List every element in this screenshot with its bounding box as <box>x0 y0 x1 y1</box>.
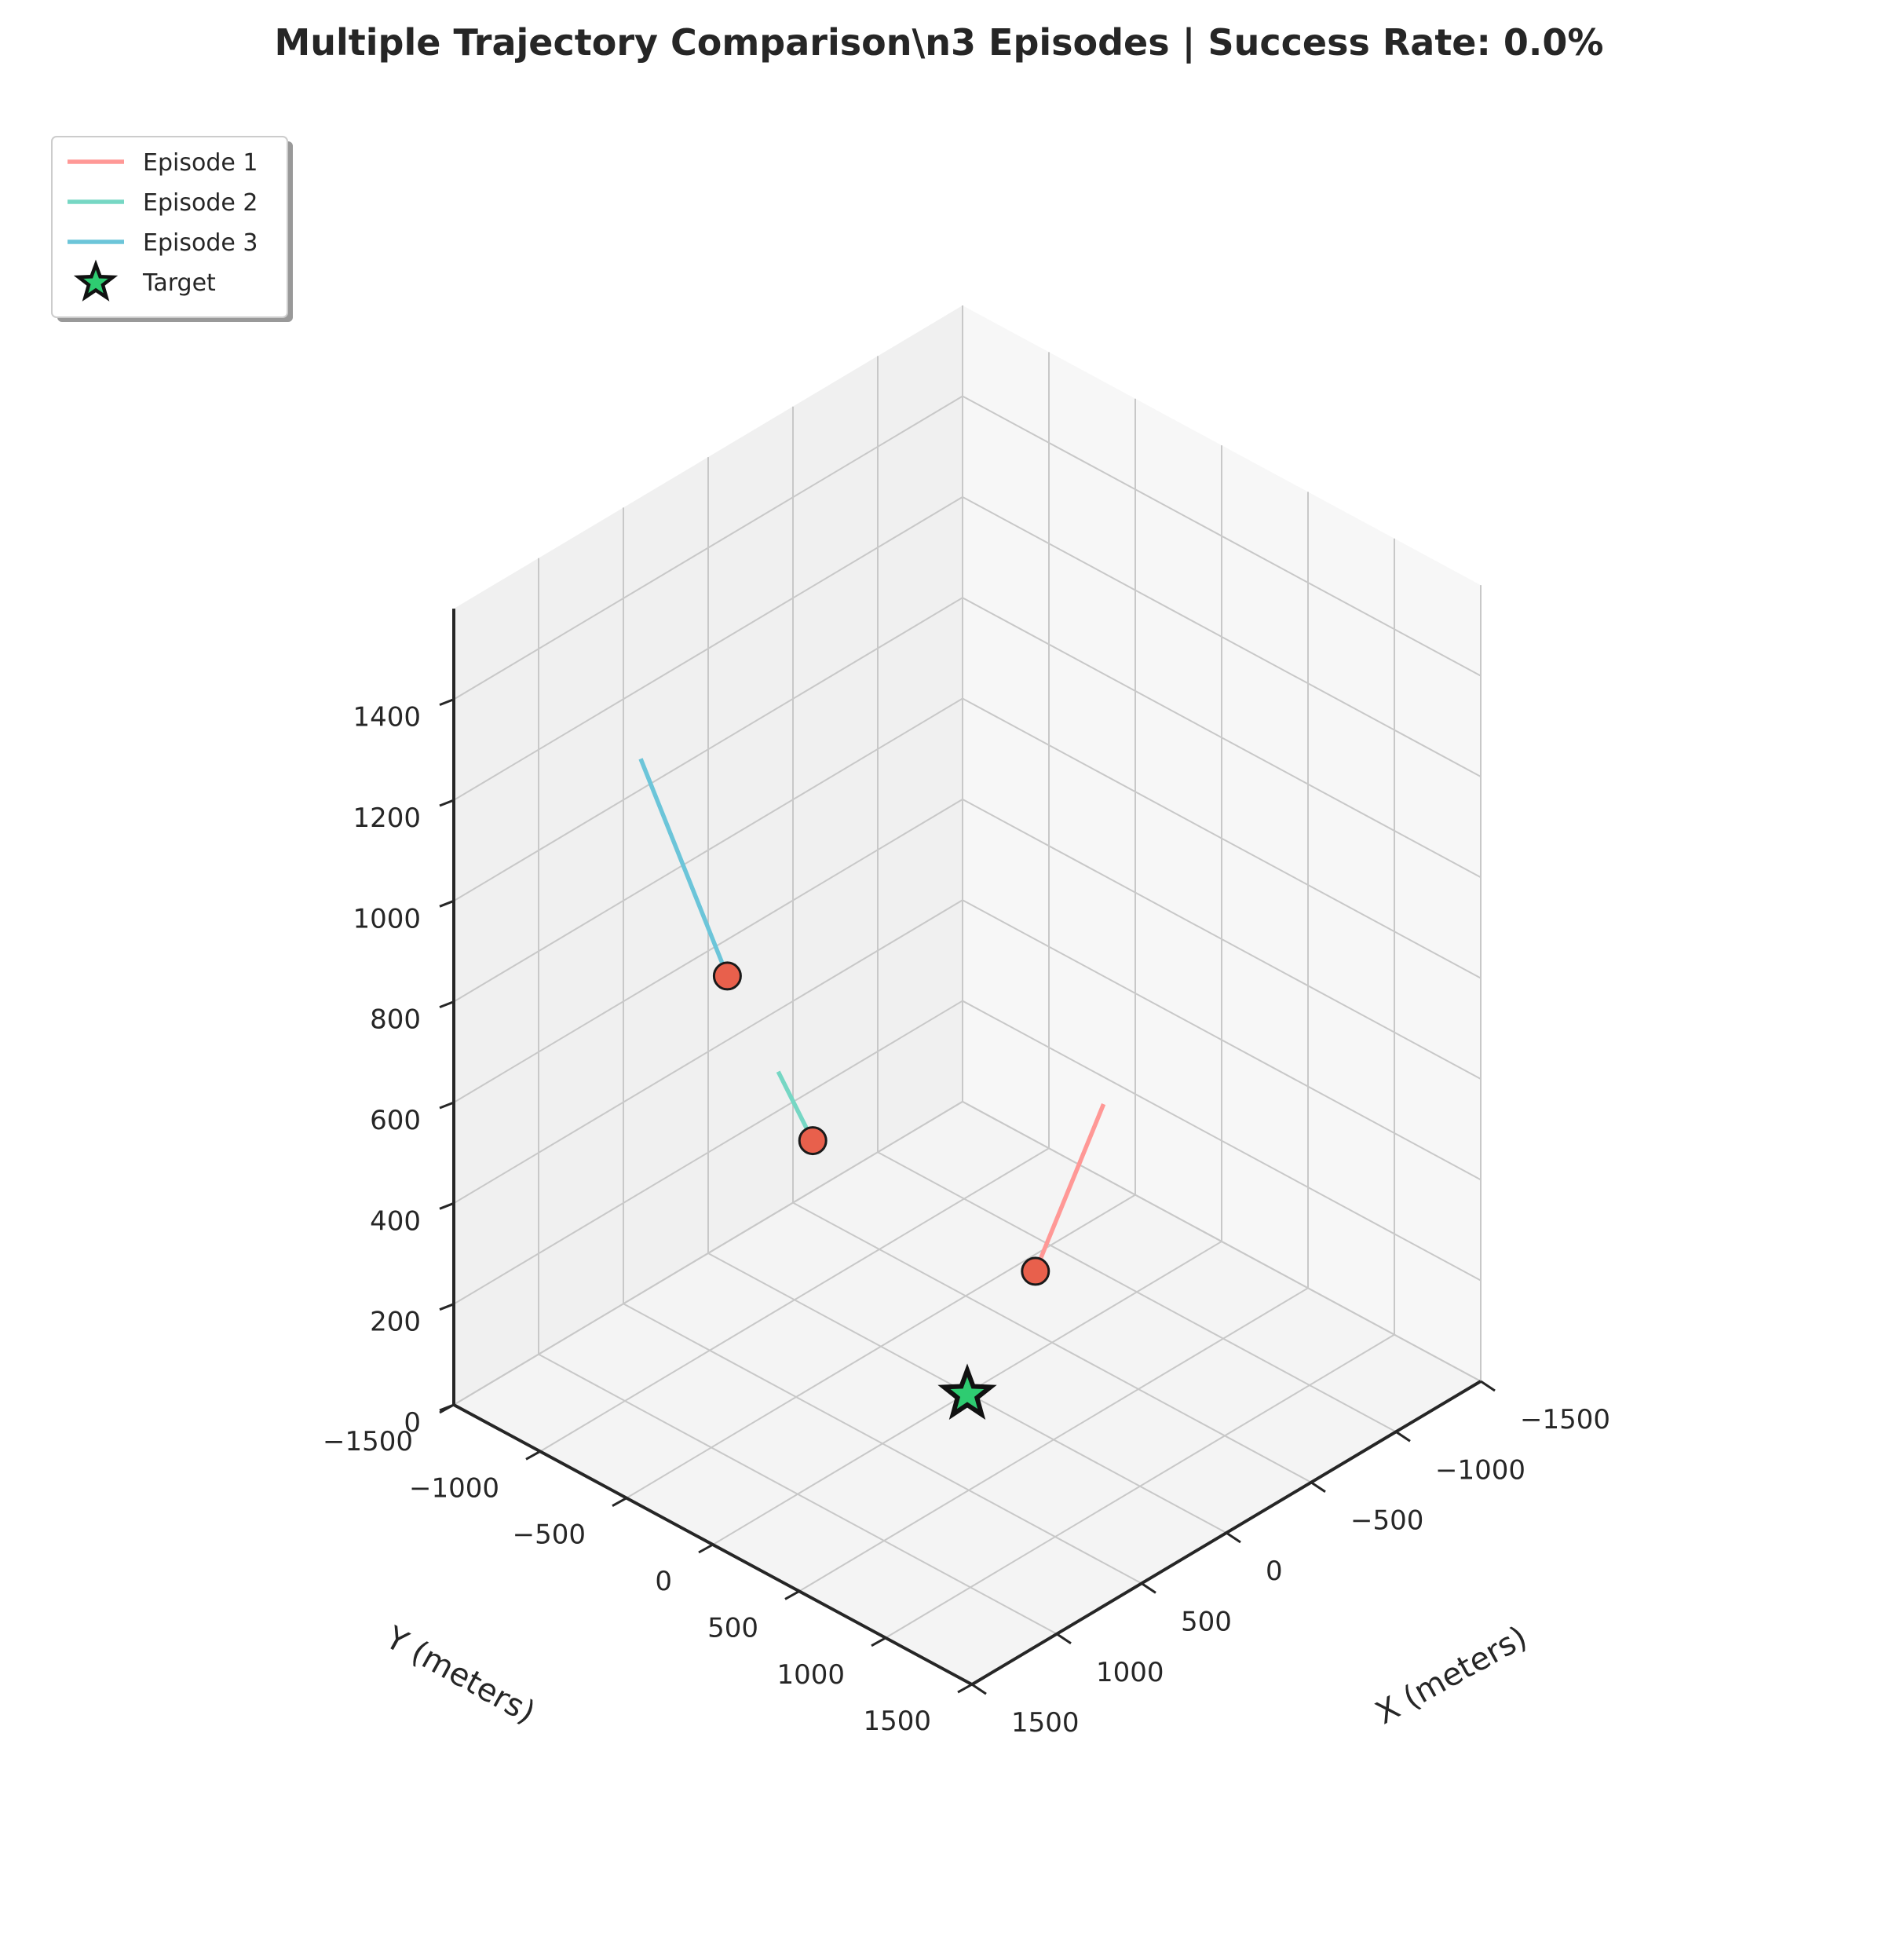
legend-label: Episode 2 <box>143 189 258 217</box>
z-tick-mark <box>439 698 455 706</box>
wall-grid-z <box>962 1101 1482 1382</box>
x-tick-label: −500 <box>1350 1505 1423 1537</box>
x-tick-label: 1500 <box>1011 1707 1080 1739</box>
legend: Episode 1 Episode 2 Episode 3 Target <box>51 136 293 322</box>
tick-labels: −1500 −1000 −500 0 500 1000 1500 −1500 −1000 −500… <box>323 698 1610 1739</box>
y-tick-mark <box>698 1543 714 1554</box>
z-tick-mark <box>439 1201 455 1210</box>
episode-3-end-marker <box>712 961 742 991</box>
x-axis-label: X (meters) <box>1370 1619 1533 1731</box>
wall-grid-z <box>453 799 963 1103</box>
episode-1-line <box>1033 1103 1106 1272</box>
grid-lines <box>453 305 1482 1685</box>
z-tick-mark <box>439 1403 455 1412</box>
episode-2-end-marker <box>798 1126 828 1156</box>
x-tick-mark <box>1226 1531 1241 1544</box>
wall-grid-z <box>453 597 963 902</box>
y-tick-label: 1500 <box>863 1706 931 1737</box>
trajectory-series <box>638 758 1106 1421</box>
x-tick-mark <box>971 1683 987 1695</box>
wall-grid-z <box>962 697 1482 979</box>
y-tick-label: −1000 <box>409 1472 499 1504</box>
wall-grid-z <box>962 798 1482 1080</box>
wall-grid-z <box>962 495 1482 777</box>
wall-grid-z <box>962 899 1482 1181</box>
z-tick-mark <box>439 1101 455 1110</box>
episode-3-line <box>638 758 729 977</box>
episode-1-end-marker <box>1021 1256 1050 1286</box>
floor-grid-y <box>798 1287 1309 1592</box>
legend-box <box>51 136 288 318</box>
z-tick-label: 600 <box>370 1105 421 1136</box>
y-tick-mark <box>612 1497 627 1508</box>
wall-grid-z <box>453 899 963 1205</box>
z-tick-mark <box>439 799 455 807</box>
wall-grid-z <box>962 1000 1482 1282</box>
y-tick-mark <box>957 1683 973 1694</box>
x-tick-label: 0 <box>1266 1556 1283 1587</box>
z-tick-label: 800 <box>370 1004 421 1036</box>
chart-title: Multiple Trajectory Comparison\n3 Episod… <box>275 21 1604 64</box>
wall-grid-z <box>453 1000 963 1305</box>
x-tick-mark <box>1310 1481 1326 1493</box>
z-tick-label: 200 <box>370 1307 421 1338</box>
z-tick-label: 0 <box>404 1407 421 1439</box>
x-tick-mark <box>1056 1633 1072 1645</box>
x-tick-label: −1500 <box>1520 1404 1610 1435</box>
y-tick-label: −1500 <box>323 1426 413 1457</box>
x-tick-mark <box>1395 1431 1411 1443</box>
z-tick-label: 1400 <box>353 702 421 733</box>
target-marker <box>937 1363 997 1421</box>
z-tick-mark <box>439 1000 455 1008</box>
x-tick-label: −1000 <box>1435 1454 1525 1486</box>
wall-grid-z <box>962 597 1482 879</box>
y-tick-mark <box>784 1590 800 1600</box>
wall-grid-z <box>453 697 963 1003</box>
z-tick-label: 400 <box>370 1205 421 1237</box>
x-tick-label: 1000 <box>1096 1657 1164 1688</box>
z-tick-label: 1200 <box>353 803 421 834</box>
y-axis-label: Y (meters) <box>379 1619 541 1731</box>
y-tick-mark <box>871 1636 886 1647</box>
wall-grid-z <box>962 395 1482 677</box>
wall-grid-z <box>453 395 963 700</box>
z-tick-mark <box>439 899 455 908</box>
y-tick-mark <box>525 1450 541 1461</box>
x-tick-mark <box>1141 1582 1156 1594</box>
floor-grid-y <box>539 1147 1050 1453</box>
legend-target-icon <box>73 259 119 302</box>
z-tick-mark <box>439 1303 455 1311</box>
y-tick-label: −500 <box>513 1519 586 1551</box>
z-tick-label: 1000 <box>353 903 421 934</box>
wall-grid-z <box>453 1101 963 1406</box>
floor-grid-y <box>626 1194 1136 1499</box>
legend-label: Target <box>142 269 216 297</box>
y-tick-label: 1000 <box>776 1659 845 1691</box>
x-tick-mark <box>1480 1380 1496 1392</box>
y-tick-label: 0 <box>655 1566 672 1597</box>
wall-grid-z <box>453 496 963 801</box>
floor-grid-y <box>885 1333 1395 1639</box>
legend-label: Episode 3 <box>143 229 258 257</box>
x-tick-label: 500 <box>1181 1606 1232 1637</box>
y-tick-label: 500 <box>707 1612 758 1644</box>
legend-label: Episode 1 <box>143 149 258 177</box>
